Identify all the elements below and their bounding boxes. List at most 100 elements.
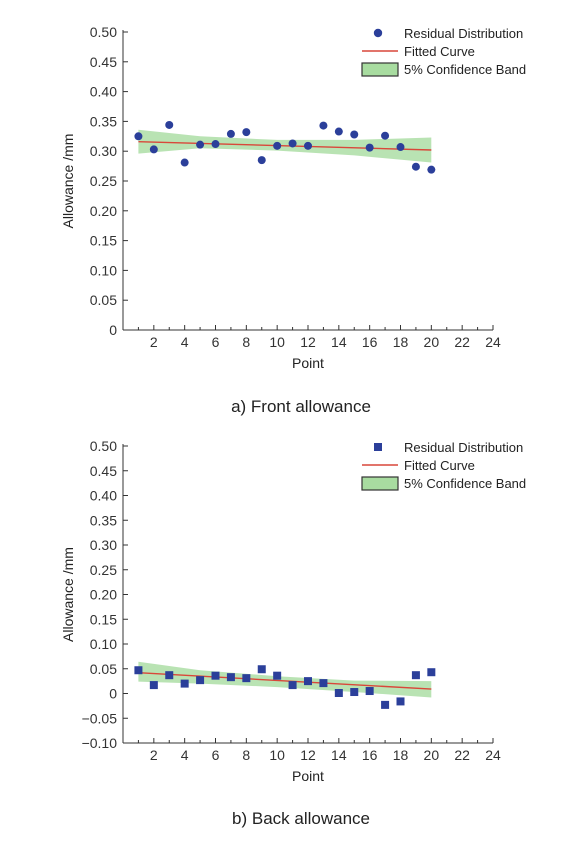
data-point	[149, 681, 158, 690]
x-tick-label: 20	[424, 334, 440, 350]
data-point	[350, 130, 359, 139]
x-tick-label: 10	[269, 747, 285, 763]
data-point	[180, 158, 189, 167]
x-tick-label: 2	[150, 334, 158, 350]
y-tick-label: 0.20	[90, 587, 117, 603]
data-point	[226, 673, 235, 682]
x-tick-label: 2	[150, 747, 158, 763]
y-tick-label: 0.10	[90, 262, 117, 278]
data-point	[196, 676, 205, 685]
data-point	[365, 143, 374, 152]
data-point	[288, 139, 297, 148]
data-point	[396, 697, 405, 706]
data-point	[304, 141, 312, 150]
data-point	[273, 141, 282, 150]
legend-band-swatch	[361, 62, 399, 77]
fitted-curve	[138, 140, 432, 151]
data-point	[319, 679, 328, 688]
data-point	[149, 145, 158, 154]
data-point	[165, 671, 174, 680]
legend-label-residual: Residual Distribution	[404, 26, 523, 41]
data-point	[134, 666, 143, 675]
chart-front: 0 0.05 0.10 0.15 0.20 0.25 0.30 0.35 0.40 0.45 0.5…	[60, 24, 526, 416]
data-point	[242, 674, 251, 683]
x-tick-label: 24	[485, 747, 501, 763]
x-tick-label: 24	[485, 334, 501, 350]
data-point	[381, 131, 390, 140]
y-tick-label: 0.25	[90, 562, 117, 578]
x-tick-label: 6	[212, 334, 220, 350]
legend-label-band: 5% Confidence Band	[404, 476, 526, 491]
x-tick-label: 6	[212, 747, 220, 763]
y-tick-label: 0.45	[90, 463, 117, 479]
x-tick-label: 8	[242, 334, 250, 350]
x-tick-label: 22	[454, 747, 470, 763]
data-point	[211, 671, 220, 680]
chart-back: −0.10 −0.05 0 0.05 0.10 0.15 0.20 0.25 0.30 0.35 0…	[60, 438, 526, 828]
data-point	[242, 128, 251, 137]
data-point	[319, 121, 328, 130]
chart-caption: a) Front allowance	[231, 397, 371, 416]
data-point	[427, 165, 436, 174]
y-tick-label: 0.25	[90, 173, 117, 189]
y-axis-label: Allowance /mm	[60, 547, 76, 642]
data-point	[427, 668, 436, 677]
x-tick-label: 18	[393, 334, 409, 350]
y-tick-label: 0	[109, 322, 117, 338]
x-tick-label: 20	[424, 747, 440, 763]
y-tick-label: 0.10	[90, 636, 117, 652]
data-point	[304, 677, 312, 686]
data-point	[411, 671, 420, 680]
data-point	[257, 665, 266, 674]
y-tick-label: 0.35	[90, 512, 117, 528]
x-tick-label: 12	[300, 747, 316, 763]
legend-band-swatch	[361, 476, 399, 491]
legend-label-residual: Residual Distribution	[404, 440, 523, 455]
y-tick-label: 0.35	[90, 113, 117, 129]
y-tick-label: 0.30	[90, 537, 117, 553]
y-tick-label: 0.30	[90, 143, 117, 159]
y-axis-label: Allowance /mm	[60, 134, 76, 229]
y-tick-label: 0.15	[90, 611, 117, 627]
y-tick-label: −0.10	[82, 735, 118, 751]
data-point	[411, 162, 420, 171]
data-point	[273, 671, 282, 680]
data-point	[165, 120, 174, 129]
legend-point-marker	[373, 28, 383, 38]
x-tick-label: 4	[181, 334, 189, 350]
y-tick-label: 0.20	[90, 203, 117, 219]
y-tick-label: 0.15	[90, 233, 117, 249]
x-tick-label: 4	[181, 747, 189, 763]
x-tick-label: 16	[362, 747, 378, 763]
x-axis-label: Point	[292, 355, 324, 371]
fitted-curve	[138, 672, 432, 690]
x-tick-label: 8	[242, 747, 250, 763]
data-point	[381, 700, 390, 709]
y-tick-label: 0.05	[90, 292, 117, 308]
y-tick-label: 0	[109, 686, 117, 702]
x-tick-label: 10	[269, 334, 285, 350]
chart-caption: b) Back allowance	[232, 809, 370, 828]
data-point	[334, 127, 343, 136]
y-tick-label: 0.05	[90, 661, 117, 677]
x-tick-label: 14	[331, 747, 347, 763]
y-tick-label: 0.45	[90, 54, 117, 70]
data-point	[396, 143, 405, 152]
legend-label-band: 5% Confidence Band	[404, 62, 526, 77]
x-axis-label: Point	[292, 768, 324, 784]
data-point	[134, 132, 143, 141]
y-tick-label: 0.50	[90, 438, 117, 454]
y-tick-label: 0.40	[90, 488, 117, 504]
data-point	[365, 687, 374, 696]
data-point	[334, 689, 343, 698]
data-point	[196, 140, 205, 149]
legend-label-fit: Fitted Curve	[404, 44, 475, 59]
x-tick-label: 16	[362, 334, 378, 350]
data-point	[350, 688, 359, 697]
data-point	[226, 129, 235, 138]
y-tick-label: −0.05	[82, 710, 118, 726]
legend-label-fit: Fitted Curve	[404, 458, 475, 473]
x-tick-label: 12	[300, 334, 316, 350]
data-point	[180, 679, 189, 688]
